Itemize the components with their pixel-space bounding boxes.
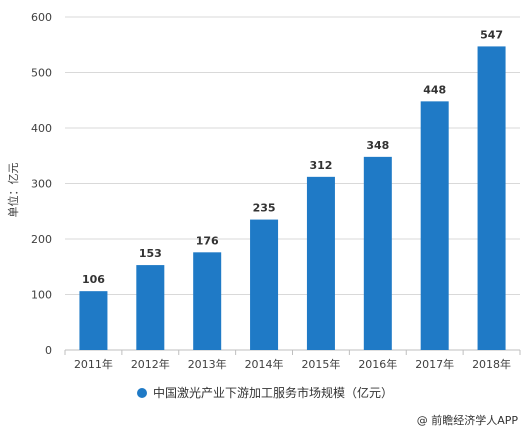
x-tick-label: 2016年 bbox=[358, 357, 397, 371]
bar bbox=[250, 219, 279, 350]
data-label: 235 bbox=[253, 202, 276, 215]
legend-label: 中国激光产业下游加工服务市场规模（亿元） bbox=[152, 386, 393, 400]
legend: 中国激光产业下游加工服务市场规模（亿元） bbox=[0, 384, 530, 401]
x-tick-label: 2015年 bbox=[301, 357, 340, 371]
bar bbox=[193, 252, 222, 350]
y-tick-label: 0 bbox=[45, 344, 52, 357]
bar bbox=[477, 46, 506, 350]
bar bbox=[136, 265, 165, 350]
data-label: 153 bbox=[139, 247, 162, 260]
grid-lines bbox=[65, 16, 520, 295]
x-tick-label: 2018年 bbox=[472, 357, 511, 371]
y-tick-label: 600 bbox=[31, 11, 52, 24]
x-tick-label: 2012年 bbox=[131, 357, 170, 371]
data-label: 176 bbox=[196, 234, 219, 247]
data-label: 547 bbox=[480, 28, 503, 41]
bar bbox=[363, 156, 392, 350]
bars bbox=[79, 46, 506, 350]
data-label: 448 bbox=[423, 83, 446, 96]
y-axis-label: 单位：亿元 bbox=[6, 163, 20, 218]
axes: 0 100 200 300 400 500 600 2011年 2012年 2013年 2014年 2… bbox=[31, 11, 521, 371]
y-tick-label: 300 bbox=[31, 178, 52, 191]
y-tick-label: 500 bbox=[31, 67, 52, 80]
bar bbox=[420, 101, 449, 350]
x-tick-label: 2014年 bbox=[245, 357, 284, 371]
x-tick-label: 2011年 bbox=[74, 357, 113, 371]
data-labels: 106 153 176 235 312 348 448 547 bbox=[82, 28, 503, 286]
data-label: 312 bbox=[309, 159, 332, 172]
y-tick-label: 200 bbox=[31, 233, 52, 246]
y-tick-label: 400 bbox=[31, 122, 52, 135]
bar bbox=[79, 291, 108, 350]
bar bbox=[306, 176, 335, 350]
x-tick-label: 2013年 bbox=[188, 357, 227, 371]
data-label: 348 bbox=[366, 139, 389, 152]
source-credit: @ 前瞻经济学人APP bbox=[416, 414, 518, 427]
legend-marker bbox=[136, 388, 147, 398]
x-tick-label: 2017年 bbox=[415, 357, 454, 371]
y-tick-label: 100 bbox=[31, 289, 52, 302]
data-label: 106 bbox=[82, 273, 105, 286]
